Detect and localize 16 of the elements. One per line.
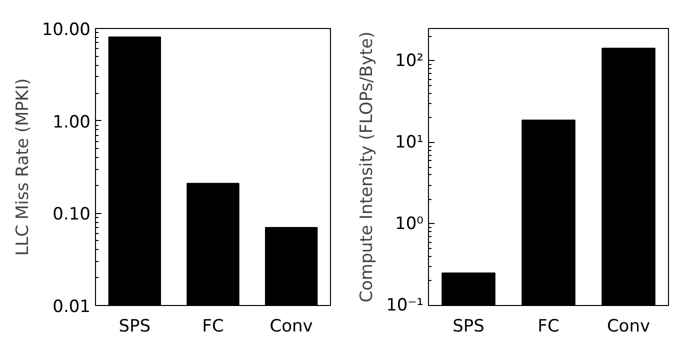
y-tick-label: 10¹ xyxy=(395,132,424,152)
y-tick-label: 10⁻¹ xyxy=(386,296,424,316)
y-tick-label: 0.01 xyxy=(52,297,91,317)
x-tick-label: FC xyxy=(538,316,560,336)
y-tick-label: 10² xyxy=(395,50,424,71)
x-tick-label: FC xyxy=(202,316,224,336)
y-tick-label: 0.10 xyxy=(52,204,91,225)
x-tick-label: SPS xyxy=(118,316,151,336)
y-axis-title: LLC Miss Rate (MPKI) xyxy=(12,78,33,256)
y-tick-label: 10⁰ xyxy=(395,214,424,234)
y-tick-label: 10.00 xyxy=(42,20,91,40)
y-tick-label: 1.00 xyxy=(52,112,91,132)
x-tick-label: Conv xyxy=(606,316,650,336)
x-tick-label: Conv xyxy=(270,316,313,336)
y-axis-title: Compute Intensity (FLOPs/Byte) xyxy=(357,32,378,302)
x-tick-label: SPS xyxy=(452,316,484,336)
